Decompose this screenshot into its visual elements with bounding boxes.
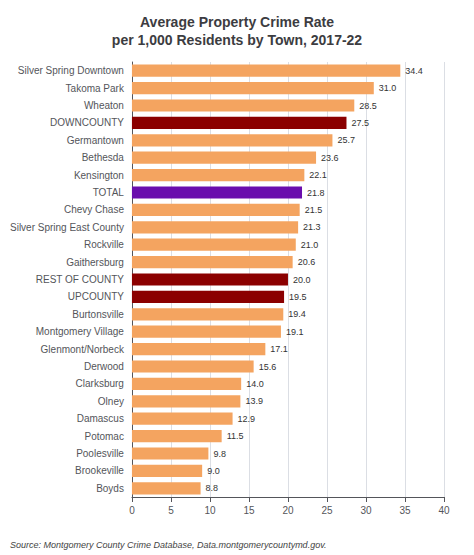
svg-text:17.1: 17.1 <box>270 344 288 354</box>
svg-text:Boyds: Boyds <box>96 483 124 494</box>
svg-text:30: 30 <box>360 505 372 516</box>
svg-text:Silver Spring Downtown: Silver Spring Downtown <box>18 65 124 76</box>
svg-text:25: 25 <box>321 505 333 516</box>
svg-text:12.9: 12.9 <box>238 414 256 424</box>
svg-text:0: 0 <box>129 505 135 516</box>
svg-text:Rockville: Rockville <box>84 239 124 250</box>
svg-text:UPCOUNTY: UPCOUNTY <box>68 291 124 302</box>
svg-text:5: 5 <box>168 505 174 516</box>
svg-text:Potomac: Potomac <box>84 431 123 442</box>
svg-text:20: 20 <box>282 505 294 516</box>
svg-text:Gaithersburg: Gaithersburg <box>66 257 124 268</box>
svg-text:27.5: 27.5 <box>351 118 369 128</box>
svg-text:per 1,000 Residents by Town, 2: per 1,000 Residents by Town, 2017-22 <box>112 32 363 48</box>
svg-text:Brookeville: Brookeville <box>75 465 124 476</box>
svg-text:Source: Montgomery County Crim: Source: Montgomery County Crime Database… <box>10 540 326 550</box>
svg-text:TOTAL: TOTAL <box>93 187 125 198</box>
svg-text:21.8: 21.8 <box>307 188 325 198</box>
svg-text:10: 10 <box>204 505 216 516</box>
svg-text:Germantown: Germantown <box>67 135 124 146</box>
svg-text:22.1: 22.1 <box>309 170 327 180</box>
svg-text:20.6: 20.6 <box>298 257 316 267</box>
svg-text:Takoma Park: Takoma Park <box>66 83 125 94</box>
svg-text:19.4: 19.4 <box>288 309 306 319</box>
svg-text:25.7: 25.7 <box>337 135 355 145</box>
svg-text:Montgomery Village: Montgomery Village <box>36 326 125 337</box>
svg-text:31.0: 31.0 <box>379 83 397 93</box>
svg-text:8.8: 8.8 <box>206 483 219 493</box>
svg-text:19.5: 19.5 <box>289 292 307 302</box>
svg-text:11.5: 11.5 <box>227 431 244 441</box>
svg-text:Poolesville: Poolesville <box>76 448 124 459</box>
svg-text:Glenmont/Norbeck: Glenmont/Norbeck <box>41 344 125 355</box>
svg-text:Damascus: Damascus <box>77 413 124 424</box>
svg-text:34.4: 34.4 <box>405 66 423 76</box>
svg-text:Wheaton: Wheaton <box>84 100 124 111</box>
svg-text:Kensington: Kensington <box>74 170 124 181</box>
svg-text:Burtonsville: Burtonsville <box>72 309 124 320</box>
svg-text:23.6: 23.6 <box>321 153 339 163</box>
svg-text:21.3: 21.3 <box>303 222 321 232</box>
svg-text:Average Property Crime Rate: Average Property Crime Rate <box>140 14 334 30</box>
svg-text:Derwood: Derwood <box>84 361 124 372</box>
svg-text:Clarksburg: Clarksburg <box>76 378 124 389</box>
svg-text:14.0: 14.0 <box>246 379 264 389</box>
svg-text:Bethesda: Bethesda <box>82 152 125 163</box>
svg-text:15.6: 15.6 <box>259 362 277 372</box>
svg-text:19.1: 19.1 <box>286 327 304 337</box>
svg-text:9.8: 9.8 <box>213 449 226 459</box>
svg-text:Silver Spring East County: Silver Spring East County <box>10 222 124 233</box>
svg-text:21.0: 21.0 <box>301 240 319 250</box>
svg-text:40: 40 <box>438 505 450 516</box>
svg-text:35: 35 <box>399 505 411 516</box>
svg-text:REST OF COUNTY: REST OF COUNTY <box>36 274 124 285</box>
svg-text:15: 15 <box>243 505 255 516</box>
svg-text:Olney: Olney <box>98 396 124 407</box>
svg-text:9.0: 9.0 <box>207 466 220 476</box>
svg-text:DOWNCOUNTY: DOWNCOUNTY <box>50 117 124 128</box>
svg-text:28.5: 28.5 <box>359 101 377 111</box>
svg-text:Chevy Chase: Chevy Chase <box>64 204 124 215</box>
svg-text:21.5: 21.5 <box>305 205 323 215</box>
svg-text:20.0: 20.0 <box>293 275 311 285</box>
svg-text:13.9: 13.9 <box>245 396 263 406</box>
